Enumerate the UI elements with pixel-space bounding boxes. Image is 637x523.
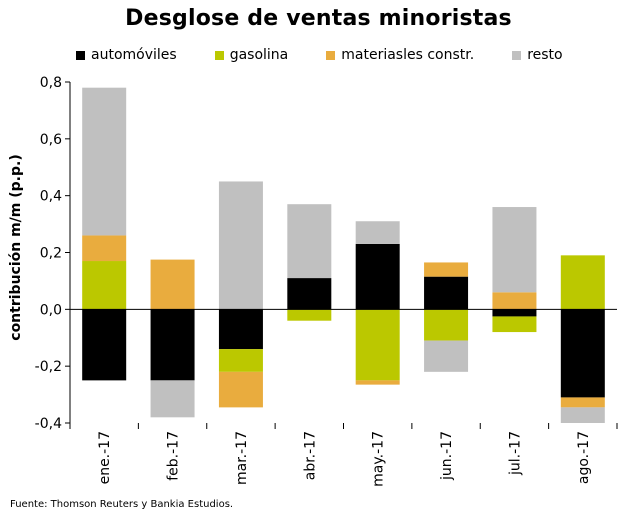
bar-segment-3-7	[492, 292, 537, 310]
bar-segment-1-5	[355, 243, 400, 310]
bar-segment-3-3	[218, 371, 263, 408]
bar-segment-3-5	[355, 380, 400, 385]
y-tick-label: 0,8	[40, 75, 62, 91]
legend-label-resto: resto	[527, 47, 563, 63]
x-tick-label: ene.-17	[97, 431, 113, 484]
bar-segment-4-4	[287, 204, 332, 279]
legend-label-automoviles: automóviles	[91, 47, 177, 63]
x-tick-label: abr.-17	[302, 431, 318, 480]
bar-segment-1-3	[218, 309, 263, 350]
bar-segment-2-7	[492, 316, 537, 333]
bar-segment-2-4	[287, 309, 332, 321]
bar-segment-4-7	[492, 207, 537, 293]
x-tick-label: jul.-17	[507, 431, 523, 476]
x-tick-label: mar.-17	[234, 431, 250, 485]
y-tick-label: -0,4	[35, 416, 62, 432]
legend-swatch-gasolina	[214, 50, 224, 60]
legend-label-gasolina: gasolina	[229, 47, 289, 63]
bar-segment-2-1	[82, 261, 127, 310]
y-tick-label: 0,4	[40, 189, 62, 205]
bar-segment-1-2	[150, 309, 195, 381]
bar-segment-2-8	[560, 255, 605, 310]
bar-segment-1-6	[424, 276, 469, 310]
y-tick-label: 0,2	[40, 246, 62, 262]
legend-swatch-materiales	[326, 50, 336, 60]
bar-segment-3-1	[82, 235, 127, 262]
bar-segment-4-6	[424, 340, 469, 372]
bar-segment-4-8	[560, 407, 605, 423]
bar-segment-3-2	[150, 259, 195, 310]
legend-item-gasolina: gasolina	[214, 47, 289, 63]
bar-segment-4-5	[355, 221, 400, 244]
x-tick-label: feb.-17	[166, 431, 182, 481]
bar-segment-2-5	[355, 309, 400, 381]
x-tick-label: ago.-17	[576, 431, 592, 484]
bar-segment-4-2	[150, 380, 195, 418]
source-note: Fuente: Thomson Reuters y Bankia Estudio…	[10, 499, 234, 510]
y-tick-label: 0,6	[40, 132, 62, 148]
legend-swatch-automoviles	[76, 50, 85, 60]
bar-segment-1-1	[82, 309, 127, 381]
x-tick-label: may.-17	[371, 431, 387, 487]
bar-segment-4-3	[218, 181, 263, 310]
legend-label-materiales: materiasles constr.	[341, 47, 475, 63]
legend-swatch-resto	[512, 50, 522, 60]
bar-segment-3-8	[560, 397, 605, 408]
bar-segment-1-8	[560, 309, 605, 398]
legend: automóviles gasolina materiasles constr.…	[76, 47, 601, 63]
bar-segment-2-3	[218, 349, 263, 372]
y-tick-label: 0,0	[40, 302, 62, 318]
legend-item-resto: resto	[512, 47, 563, 63]
y-tick-label: -0,2	[35, 359, 62, 375]
bar-segment-2-6	[424, 309, 469, 341]
bar-segment-1-4	[287, 278, 332, 310]
bar-segment-1-7	[492, 309, 537, 317]
bar-segment-4-1	[82, 87, 127, 236]
bar-segment-3-6	[424, 262, 469, 277]
legend-item-materiales: materiasles constr.	[326, 47, 474, 63]
chart-title: Desglose de ventas minoristas	[125, 6, 512, 31]
x-tick-label: jun.-17	[439, 431, 455, 481]
y-axis-title: contribución m/m (p.p.)	[8, 154, 24, 340]
legend-item-automoviles: automóviles	[76, 47, 177, 63]
